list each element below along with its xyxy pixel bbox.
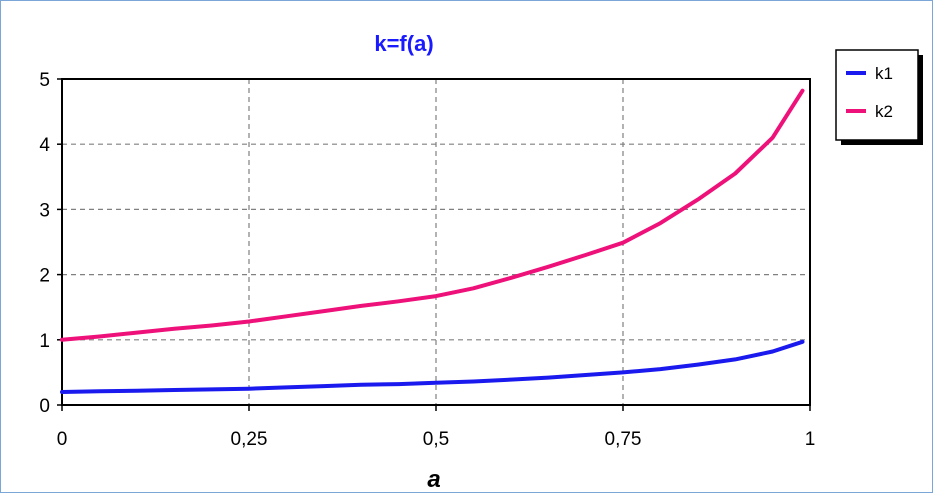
y-tick-label: 4	[39, 135, 50, 156]
chart-title: k=f(a)	[374, 31, 433, 56]
y-axis-ticks: 0 1 2 3 4 5	[39, 70, 62, 417]
x-tick-label: 0,5	[423, 429, 449, 450]
legend: k1 k2	[835, 49, 923, 145]
x-tick-label: 0,25	[231, 429, 268, 450]
series-line-k2	[60, 88, 805, 342]
x-tick-label: 1	[805, 429, 816, 450]
x-axis-label: a	[427, 466, 440, 493]
y-tick-label: 3	[39, 200, 50, 221]
x-tick-label: 0,75	[605, 429, 642, 450]
series-line-k1	[60, 339, 805, 394]
y-tick-label: 2	[39, 266, 50, 287]
x-axis-ticks: 0 0,25 0,5 0,75 1	[57, 405, 816, 450]
grid-lines	[62, 79, 810, 405]
legend-box	[835, 49, 919, 141]
series-lines	[60, 88, 805, 394]
y-tick-label: 0	[39, 396, 50, 417]
x-tick-label: 0	[57, 429, 68, 450]
legend-k1-label: k1	[875, 64, 893, 83]
y-tick-label: 1	[39, 331, 50, 352]
legend-k2-label: k2	[875, 102, 893, 121]
y-tick-label: 5	[39, 70, 50, 91]
